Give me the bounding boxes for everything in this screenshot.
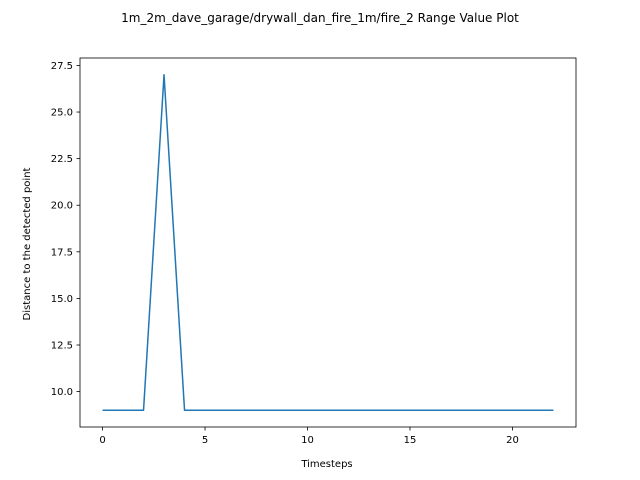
axes-frame: [79, 57, 577, 428]
plot-area: 0 5 10 15 20 10.0 12.5 15.0 17.5 20.0 22.5 25.0 27.5: [51, 57, 577, 446]
chart-title: 1m_2m_dave_garage/drywall_dan_fire_1m/fi…: [121, 11, 519, 25]
x-tick-label: 20: [506, 435, 519, 446]
series-line-0: [102, 74, 554, 411]
x-tick-label: 15: [404, 435, 417, 446]
x-axis-label: Timesteps: [300, 459, 352, 470]
y-tick-label: 27.5: [51, 61, 73, 72]
y-tick-label: 15.0: [51, 294, 73, 305]
x-tick-label: 5: [202, 435, 208, 446]
y-tick-label: 10.0: [51, 387, 73, 398]
y-tick-label: 25.0: [51, 108, 73, 119]
y-axis-label: Distance to the detected point: [22, 167, 33, 320]
y-tick-label: 20.0: [51, 201, 73, 212]
y-tick-label: 17.5: [51, 247, 73, 258]
y-tick-label: 22.5: [51, 154, 73, 165]
x-tick-label: 0: [99, 435, 105, 446]
y-tick-label: 12.5: [51, 341, 73, 352]
x-tick-label: 10: [301, 435, 314, 446]
